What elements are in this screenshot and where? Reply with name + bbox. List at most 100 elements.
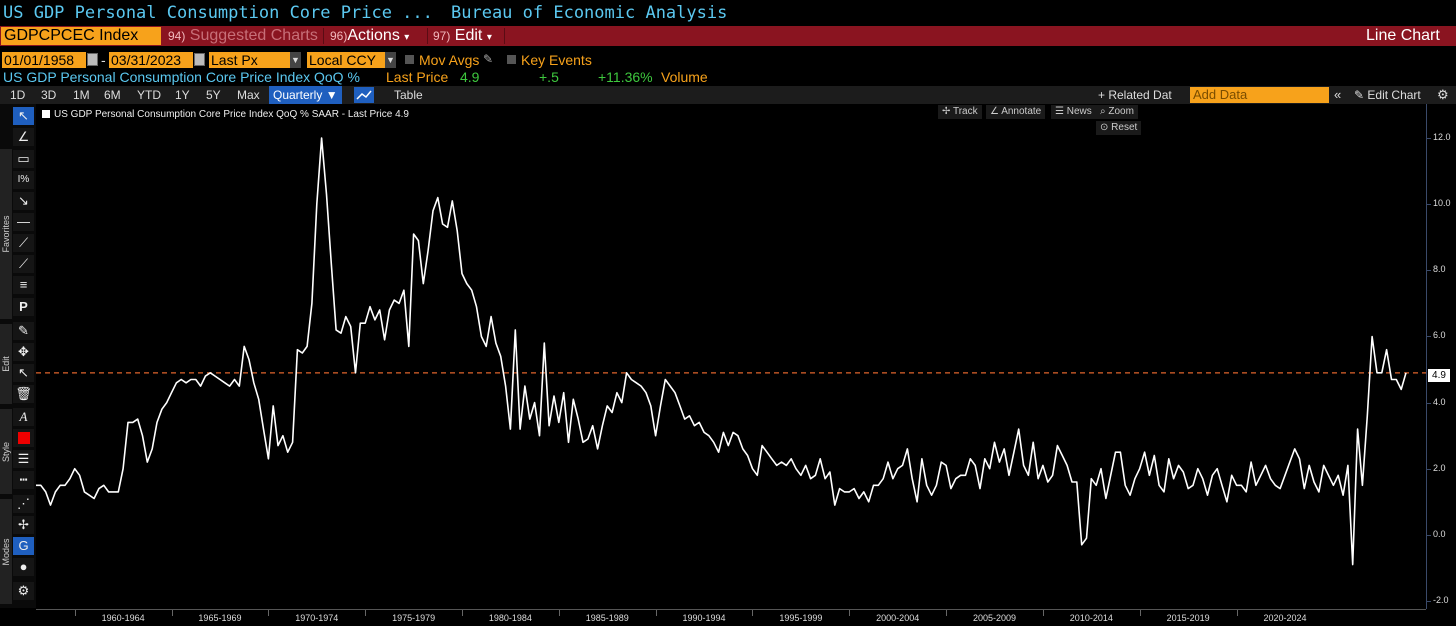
y-tick-mark — [1426, 534, 1431, 536]
news-button[interactable]: ☰ News — [1051, 105, 1096, 119]
add-data-input[interactable]: Add Data — [1190, 87, 1329, 103]
y-tick-mark — [1426, 601, 1431, 602]
price-field-select[interactable]: Last Px — [209, 52, 301, 68]
x-tick-mark — [268, 610, 270, 616]
series-line[interactable] — [36, 137, 1407, 566]
edit-tab[interactable]: Edit — [0, 324, 12, 404]
trash-icon[interactable]: 🗑 — [13, 385, 34, 403]
chevron-down-icon[interactable]: ▼ — [290, 52, 301, 68]
style-tab[interactable]: Style — [0, 409, 12, 494]
modes-tab[interactable]: Modes — [0, 499, 12, 604]
x-tick-mark — [1139, 610, 1141, 616]
percent-tool-icon[interactable]: I% — [13, 171, 34, 189]
double-chevron-left-icon[interactable]: « — [1334, 87, 1342, 102]
range-6m[interactable]: 6M — [104, 88, 121, 102]
line-tool-icon[interactable]: ∠ — [13, 128, 34, 146]
zoom-button[interactable]: ⌕ Zoom — [1096, 105, 1138, 119]
x-tick-mark — [171, 610, 173, 616]
channel-tool-icon[interactable]: ≡ — [13, 276, 34, 294]
edit-menu-button[interactable]: 97) Edit ▾ — [433, 27, 492, 44]
command-bar: GDPCPCEC Index 94) Suggested Charts 96)A… — [0, 26, 1456, 46]
move-icon[interactable]: ✥ — [13, 343, 34, 361]
track-button[interactable]: ✢ Track — [938, 105, 982, 119]
mov-avgs-checkbox[interactable] — [405, 55, 414, 64]
ray-line-icon[interactable]: ⟋ — [13, 255, 34, 273]
font-icon[interactable]: A — [13, 408, 34, 426]
chevron-down-icon: ▾ — [486, 32, 492, 43]
key-events-label[interactable]: Key Events — [521, 52, 592, 68]
line-weight-icon[interactable]: ☰ — [13, 450, 34, 468]
chevron-down-icon: ▼ — [325, 88, 338, 102]
range-1d[interactable]: 1D — [10, 88, 26, 102]
frequency-select[interactable]: Quarterly ▼ — [269, 86, 342, 104]
y-tick-mark — [1426, 402, 1431, 404]
annotate-button[interactable]: ∠ Annotate — [986, 105, 1046, 119]
range-1m[interactable]: 1M — [73, 88, 90, 102]
x-tick-label: 1980-1984 — [488, 613, 532, 623]
y-tick-mark — [1426, 468, 1431, 470]
color-swatch-icon[interactable] — [13, 429, 34, 447]
y-tick-label: 2.0 — [1433, 462, 1446, 473]
x-tick-label: 1965-1969 — [198, 613, 242, 623]
mov-avgs-label[interactable]: Mov Avgs — [419, 52, 480, 68]
currency-select[interactable]: Local CCY — [307, 52, 385, 68]
key-events-checkbox[interactable] — [507, 55, 516, 64]
y-tick-label: 8.0 — [1433, 264, 1446, 275]
crosshair-icon[interactable]: ✢ — [13, 516, 34, 534]
x-tick-label: 2000-2004 — [876, 613, 920, 623]
text-tool-icon[interactable]: P — [13, 298, 34, 316]
horizontal-line-icon[interactable]: — — [13, 213, 34, 231]
settings-icon[interactable]: ⚙ — [13, 582, 34, 600]
reset-button[interactable]: ⊙ Reset — [1096, 121, 1142, 135]
range-3d[interactable]: 3D — [41, 88, 57, 102]
chevron-down-icon[interactable]: ▼ — [385, 52, 396, 68]
x-tick-label: 1960-1964 — [101, 613, 145, 623]
dotted-line-icon[interactable]: ⋰ — [13, 495, 34, 513]
x-axis — [36, 609, 1426, 626]
related-data-button[interactable]: + Related Dat — [1098, 88, 1172, 102]
rectangle-tool-icon[interactable]: ▭ — [13, 150, 34, 168]
select-edit-icon[interactable]: ↖ — [13, 364, 34, 382]
table-view-button[interactable]: Table — [394, 88, 423, 102]
data-source: Bureau of Economic Analysis — [451, 3, 728, 23]
last-price-tag: 4.9 — [1428, 369, 1450, 382]
end-date-field[interactable]: 03/31/2023 — [109, 52, 193, 68]
pencil-icon[interactable]: ✎ — [483, 52, 494, 66]
chart-type-label[interactable]: Line Chart — [1366, 27, 1440, 44]
net-change: +.5 — [539, 69, 559, 85]
suggested-charts-button[interactable]: 94) Suggested Charts — [168, 27, 318, 44]
y-tick-label: 0.0 — [1433, 528, 1446, 539]
arrow-tool-icon[interactable]: ↘ — [13, 192, 34, 210]
ticker-input[interactable]: GDPCPCEC Index — [1, 27, 161, 45]
trend-line-icon[interactable]: ⟋ — [13, 234, 34, 252]
chart-legend: US GDP Personal Consumption Core Price I… — [42, 109, 409, 123]
series-name: US GDP Personal Consumption Core Price I… — [3, 69, 360, 85]
date-separator: - — [101, 52, 106, 68]
x-tick-label: 1975-1979 — [392, 613, 436, 623]
gear-icon[interactable]: ⚙ — [1437, 87, 1449, 102]
calendar-icon[interactable] — [87, 53, 98, 66]
pointer-tool-icon[interactable]: ↖ — [13, 107, 34, 125]
range-1y[interactable]: 1Y — [175, 88, 190, 102]
color-palette-icon[interactable]: ● — [13, 558, 34, 576]
range-5y[interactable]: 5Y — [206, 88, 221, 102]
favorites-tab[interactable]: Favorites — [0, 149, 12, 319]
x-tick-label: 2010-2014 — [1069, 613, 1113, 623]
line-chart[interactable] — [36, 104, 1426, 609]
magnet-icon[interactable]: G — [13, 537, 34, 555]
line-style-icon[interactable]: ┅ — [13, 471, 34, 489]
pen-tool-icon[interactable]: ✎ — [13, 322, 34, 340]
x-tick-mark — [1236, 610, 1238, 616]
annotation-tool-panel: Favorites Edit Style Modes ↖ ∠ ▭ I% ↘ — … — [0, 104, 36, 608]
x-tick-mark — [752, 610, 754, 616]
line-chart-icon[interactable] — [354, 87, 374, 103]
start-date-field[interactable]: 01/01/1958 — [2, 52, 86, 68]
range-ytd[interactable]: YTD — [137, 88, 161, 102]
edit-chart-button[interactable]: ✎ Edit Chart — [1354, 88, 1421, 102]
range-max[interactable]: Max — [237, 88, 260, 102]
legend-swatch — [42, 110, 50, 118]
actions-menu-button[interactable]: 96)Actions ▾ — [330, 27, 410, 44]
x-tick-label: 2020-2024 — [1263, 613, 1307, 623]
plot-area[interactable] — [36, 104, 1426, 609]
calendar-icon[interactable] — [194, 53, 205, 66]
